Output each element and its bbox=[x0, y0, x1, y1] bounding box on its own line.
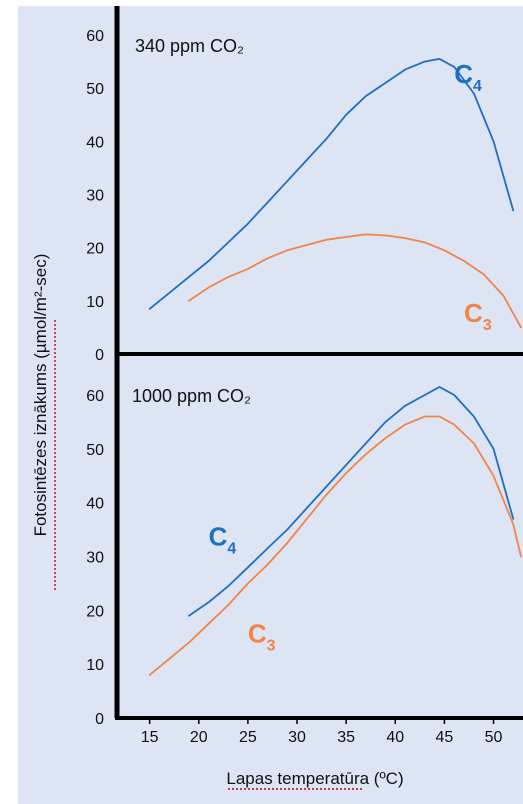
x-tick-label: 20 bbox=[190, 729, 208, 746]
y-tick-label-bottom: 40 bbox=[86, 496, 104, 513]
y-tick-label-top: 50 bbox=[86, 81, 104, 98]
chart-background bbox=[18, 6, 523, 804]
series-line-c3-bottom bbox=[148, 415, 522, 676]
y-tick-label-bottom: 10 bbox=[86, 657, 104, 674]
x-axis-label: Lapas temperatūra (ºC) bbox=[226, 769, 403, 788]
top-panel-title: 340 ppm CO₂ bbox=[135, 36, 244, 56]
x-tick-label: 35 bbox=[337, 729, 355, 746]
x-tick-label: 40 bbox=[386, 729, 404, 746]
y-axis-label: Fotosintēzes iznākums (µmol/m²-sec) bbox=[31, 254, 50, 537]
y-tick-label-bottom: 60 bbox=[86, 388, 104, 405]
y-tick-label-top: 60 bbox=[86, 28, 104, 45]
y-tick-label-bottom: 0 bbox=[95, 711, 104, 728]
y-tick-label-top: 30 bbox=[86, 188, 104, 205]
x-tick-label: 50 bbox=[485, 729, 503, 746]
x-tick-label: 45 bbox=[436, 729, 454, 746]
bottom-panel-title: 1000 ppm CO₂ bbox=[132, 386, 251, 406]
series-layer: C4 C3 C4 C3 bbox=[148, 58, 522, 676]
series-label-c3-top: C3 bbox=[464, 298, 492, 334]
ticks-layer: 0 10 20 30 40 50 60 0 10 20 30 40 50 60 15 20 25 30 35 40 45… bbox=[86, 28, 502, 746]
y-tick-label-top: 0 bbox=[95, 347, 104, 364]
series-label-c4-bottom: C4 bbox=[209, 522, 237, 558]
series-label-c3-bottom: C3 bbox=[248, 619, 276, 655]
series-line-c4-bottom bbox=[188, 386, 515, 617]
x-tick-label: 15 bbox=[141, 729, 159, 746]
y-tick-label-top: 20 bbox=[86, 241, 104, 258]
series-line-c3-top bbox=[188, 233, 522, 329]
series-line-c4-top bbox=[148, 58, 515, 310]
y-tick-label-top: 10 bbox=[86, 294, 104, 311]
x-tick-label: 30 bbox=[288, 729, 306, 746]
y-tick-label-bottom: 20 bbox=[86, 603, 104, 620]
y-tick-label-bottom: 30 bbox=[86, 550, 104, 567]
x-tick-label: 25 bbox=[239, 729, 257, 746]
series-label-c4-top: C4 bbox=[454, 59, 482, 95]
y-tick-label-bottom: 50 bbox=[86, 442, 104, 459]
y-tick-label-top: 40 bbox=[86, 134, 104, 151]
